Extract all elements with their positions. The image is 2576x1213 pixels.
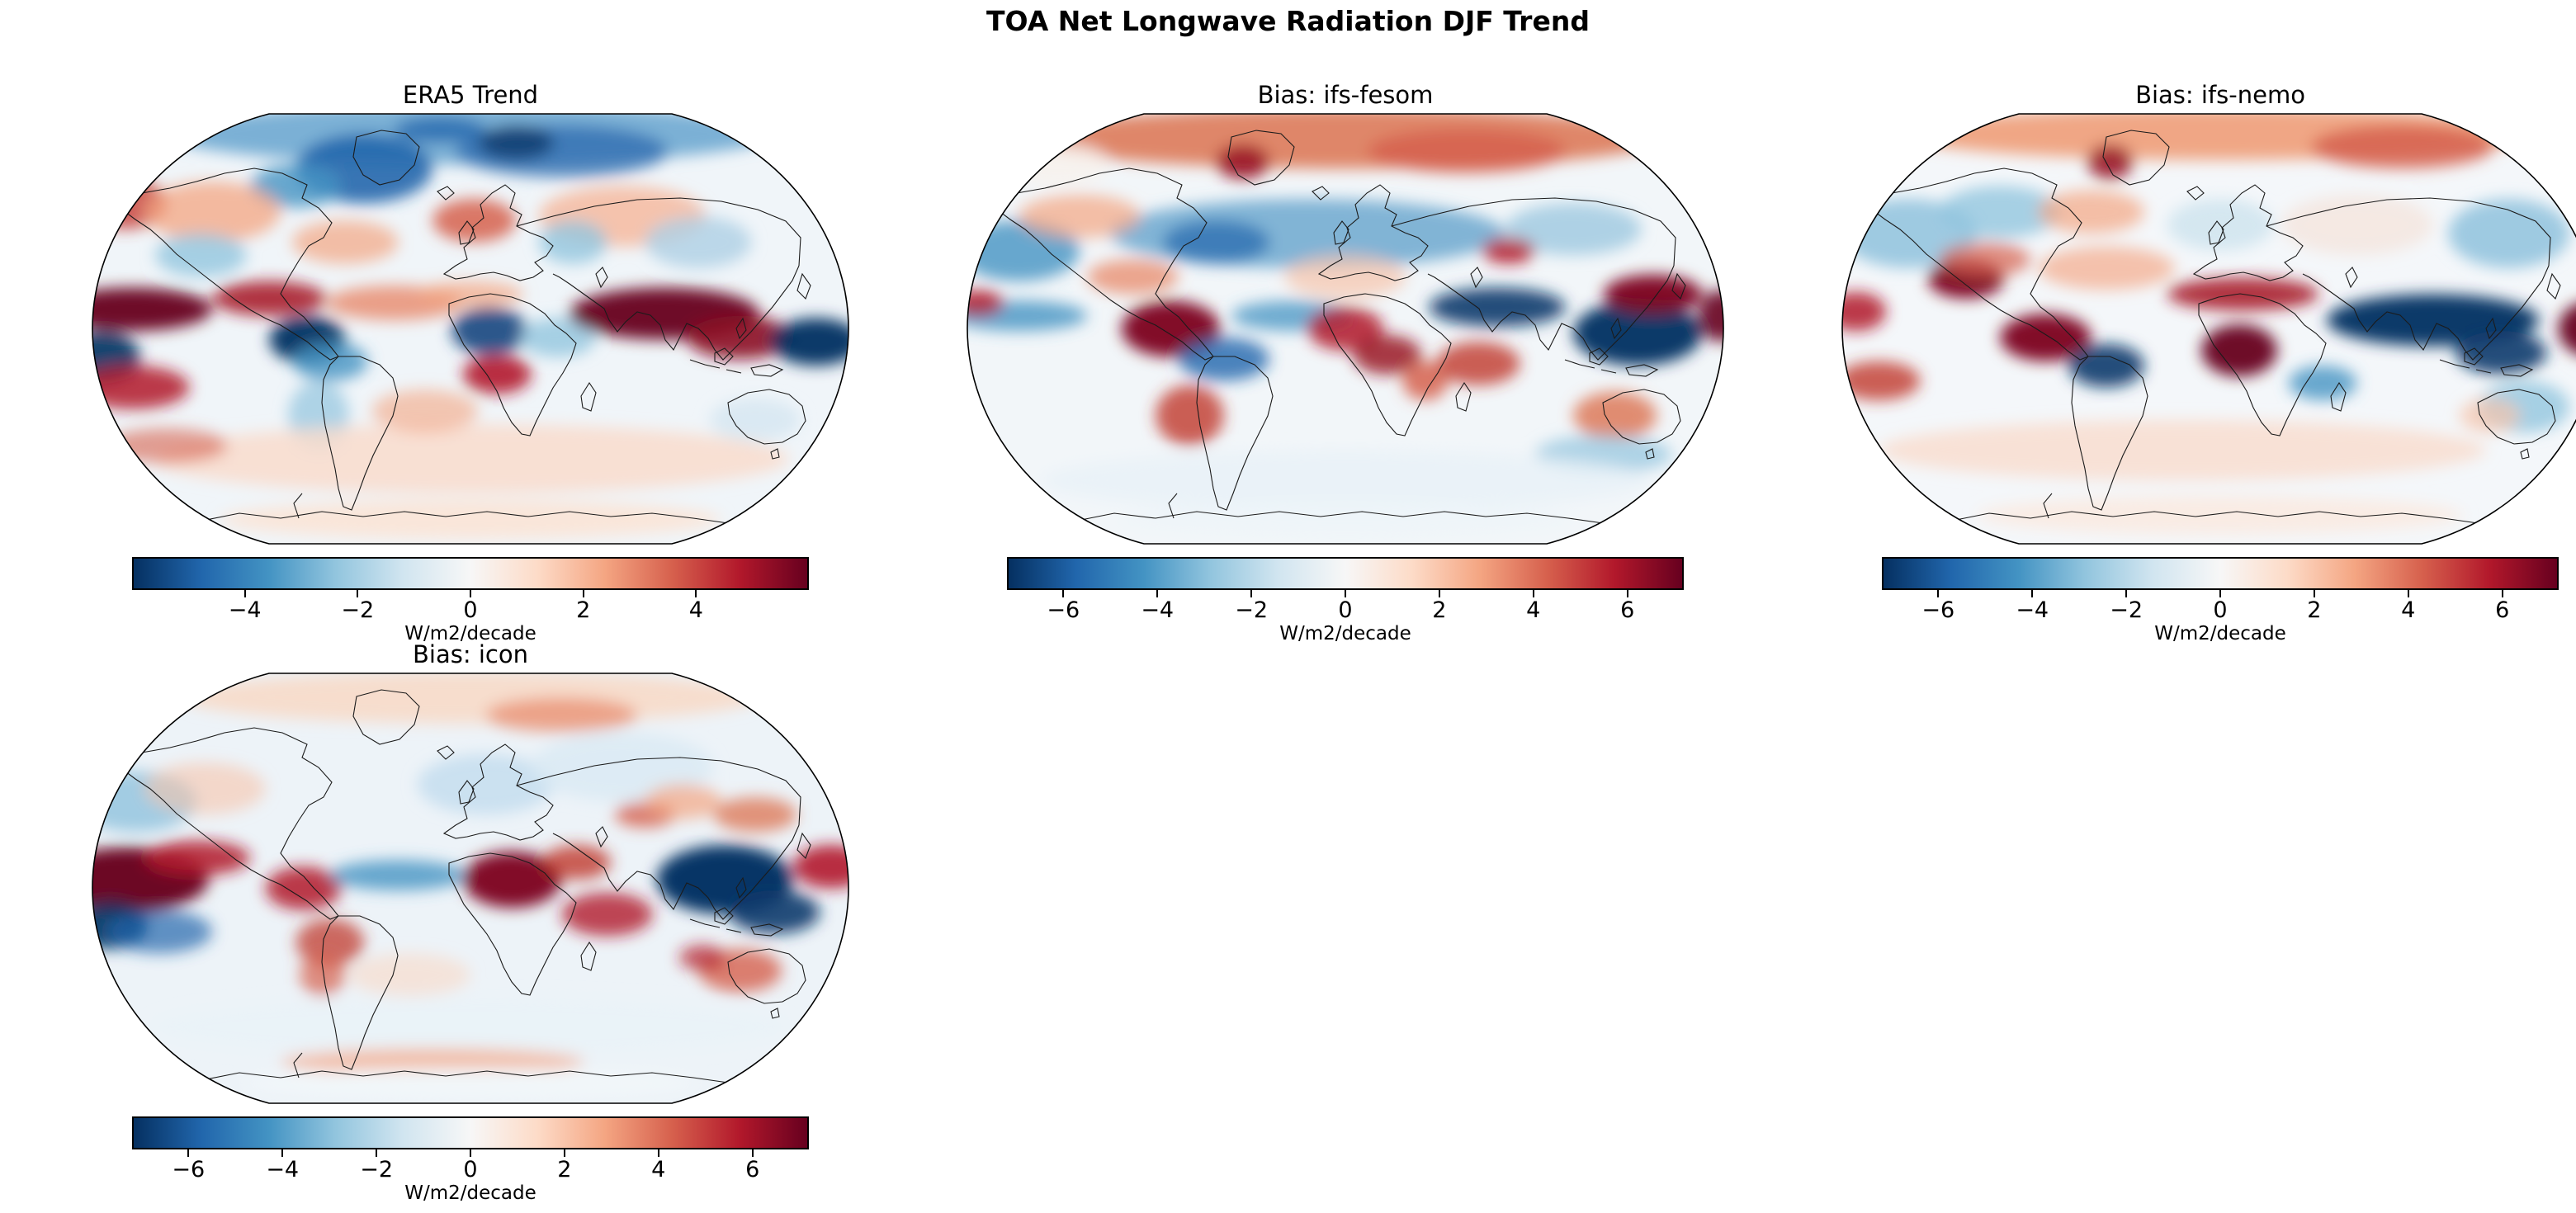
colorbar-unit-label: W/m2/decade bbox=[2154, 623, 2286, 644]
colorbar-bias-ifs-fesom: −6 −4 −2 0 2 4 6 W/m2/decade bbox=[1007, 557, 1684, 644]
panel-bias-icon: Bias: icon −6 −4 −2 0 2 4 6 W/m2/decade bbox=[91, 639, 850, 1204]
colorbar-unit-label: W/m2/decade bbox=[404, 1182, 536, 1204]
colorbar-tick-label: 6 bbox=[745, 1157, 760, 1182]
colorbar-tick bbox=[1345, 590, 1346, 597]
colorbar-tick bbox=[1250, 590, 1253, 597]
colorbar-tick bbox=[2407, 590, 2409, 597]
map-bias-ifs-nemo bbox=[1841, 113, 2576, 545]
coastlines bbox=[1864, 130, 2576, 524]
colorbar-tick-label: −4 bbox=[266, 1157, 300, 1182]
map-border bbox=[1841, 113, 2576, 545]
colorbar-gradient bbox=[132, 1116, 809, 1149]
colorbar-tick-label: −4 bbox=[228, 597, 262, 623]
colorbar-tick bbox=[1062, 590, 1065, 597]
colorbar-tick-label: 0 bbox=[463, 1157, 478, 1182]
colorbar-tick-label: 4 bbox=[2401, 597, 2416, 623]
colorbar-gradient bbox=[1007, 557, 1684, 590]
colorbar-tick-label: 0 bbox=[1338, 597, 1353, 623]
colorbar-tick bbox=[470, 590, 471, 597]
colorbar-unit-label: W/m2/decade bbox=[1279, 623, 1411, 644]
colorbar-tick bbox=[243, 590, 246, 597]
colorbar-tick-label: −2 bbox=[360, 1157, 394, 1182]
colorbar-tick bbox=[187, 1149, 190, 1157]
colorbar-tick bbox=[1626, 590, 1628, 597]
colorbar-tick bbox=[2031, 590, 2034, 597]
colorbar-tick-label: 4 bbox=[688, 597, 703, 623]
colorbar-tick-label: 0 bbox=[463, 597, 478, 623]
colorbar-gradient bbox=[1882, 557, 2559, 590]
colorbar-tick-label: 2 bbox=[576, 597, 591, 623]
colorbar-tick-label: 4 bbox=[651, 1157, 666, 1182]
map-era5-trend bbox=[92, 113, 849, 545]
colorbar-tick-label: 0 bbox=[2213, 597, 2228, 623]
panel-title-bias-icon: Bias: icon bbox=[413, 640, 528, 668]
colorbar-bias-ifs-nemo: −6 −4 −2 0 2 4 6 W/m2/decade bbox=[1882, 557, 2559, 644]
panel-title-bias-ifs-fesom: Bias: ifs-fesom bbox=[1257, 81, 1434, 109]
colorbar-tick bbox=[582, 590, 584, 597]
colorbar-tick bbox=[2313, 590, 2315, 597]
colorbar-tick-label: 6 bbox=[1620, 597, 1635, 623]
panel-title-bias-ifs-nemo: Bias: ifs-nemo bbox=[2135, 81, 2305, 109]
colorbar-tick-row: −6 −4 −2 0 2 4 6 bbox=[1882, 590, 2559, 623]
coastlines bbox=[114, 130, 836, 524]
colorbar-tick bbox=[2501, 590, 2503, 597]
panel-title-era5-trend: ERA5 Trend bbox=[402, 81, 539, 109]
colorbar-tick bbox=[470, 1149, 471, 1157]
colorbar-unit-label: W/m2/decade bbox=[404, 623, 536, 644]
colorbar-tick-label: −2 bbox=[2110, 597, 2144, 623]
colorbar-tick-row: −6 −4 −2 0 2 4 6 bbox=[1007, 590, 1684, 623]
colorbar-tick-label: −4 bbox=[1141, 597, 1175, 623]
colorbar-tick bbox=[281, 1149, 284, 1157]
colorbar-tick bbox=[1532, 590, 1534, 597]
coastlines bbox=[114, 689, 836, 1083]
map-bias-ifs-fesom bbox=[967, 113, 1724, 545]
map-border bbox=[92, 673, 849, 1104]
colorbar-tick-label: 2 bbox=[1432, 597, 1447, 623]
colorbar-tick-label: −2 bbox=[341, 597, 375, 623]
colorbar-tick bbox=[751, 1149, 754, 1157]
colorbar-tick-label: −6 bbox=[1921, 597, 1955, 623]
figure-title: TOA Net Longwave Radiation DJF Trend bbox=[986, 5, 1590, 37]
colorbar-tick bbox=[563, 1149, 565, 1157]
colorbar-tick-label: −6 bbox=[1047, 597, 1080, 623]
colorbar-tick bbox=[657, 1149, 659, 1157]
colorbar-tick-label: 6 bbox=[2495, 597, 2510, 623]
colorbar-tick-row: −6 −4 −2 0 2 4 6 bbox=[132, 1149, 809, 1182]
map-bias-icon bbox=[92, 673, 849, 1104]
colorbar-tick-label: −6 bbox=[172, 1157, 206, 1182]
map-border bbox=[967, 113, 1724, 545]
panel-era5-trend: ERA5 Trend −4 −2 0 2 4 W/m2/decade bbox=[91, 79, 850, 644]
colorbar-tick bbox=[1937, 590, 1940, 597]
colorbar-tick-label: 4 bbox=[1526, 597, 1541, 623]
colorbar-tick-row: −4 −2 0 2 4 bbox=[132, 590, 809, 623]
colorbar-tick bbox=[2125, 590, 2128, 597]
colorbar-bias-icon: −6 −4 −2 0 2 4 6 W/m2/decade bbox=[132, 1116, 809, 1204]
colorbar-tick bbox=[1156, 590, 1159, 597]
colorbar-tick bbox=[357, 590, 359, 597]
colorbar-tick-label: 2 bbox=[557, 1157, 572, 1182]
panel-bias-ifs-fesom: Bias: ifs-fesom −6 −4 −2 0 2 4 6 W/m2/decade bbox=[966, 79, 1725, 644]
colorbar-tick bbox=[376, 1149, 378, 1157]
colorbar-tick-label: −2 bbox=[1235, 597, 1269, 623]
colorbar-tick bbox=[2219, 590, 2221, 597]
colorbar-gradient bbox=[132, 557, 809, 590]
map-border bbox=[92, 113, 849, 545]
colorbar-era5-trend: −4 −2 0 2 4 W/m2/decade bbox=[132, 557, 809, 644]
colorbar-tick bbox=[695, 590, 697, 597]
colorbar-tick bbox=[1438, 590, 1440, 597]
panel-bias-ifs-nemo: Bias: ifs-nemo −6 −4 −2 0 2 4 6 W/m2/decade bbox=[1841, 79, 2576, 644]
colorbar-tick-label: −4 bbox=[2016, 597, 2049, 623]
colorbar-tick-label: 2 bbox=[2307, 597, 2322, 623]
